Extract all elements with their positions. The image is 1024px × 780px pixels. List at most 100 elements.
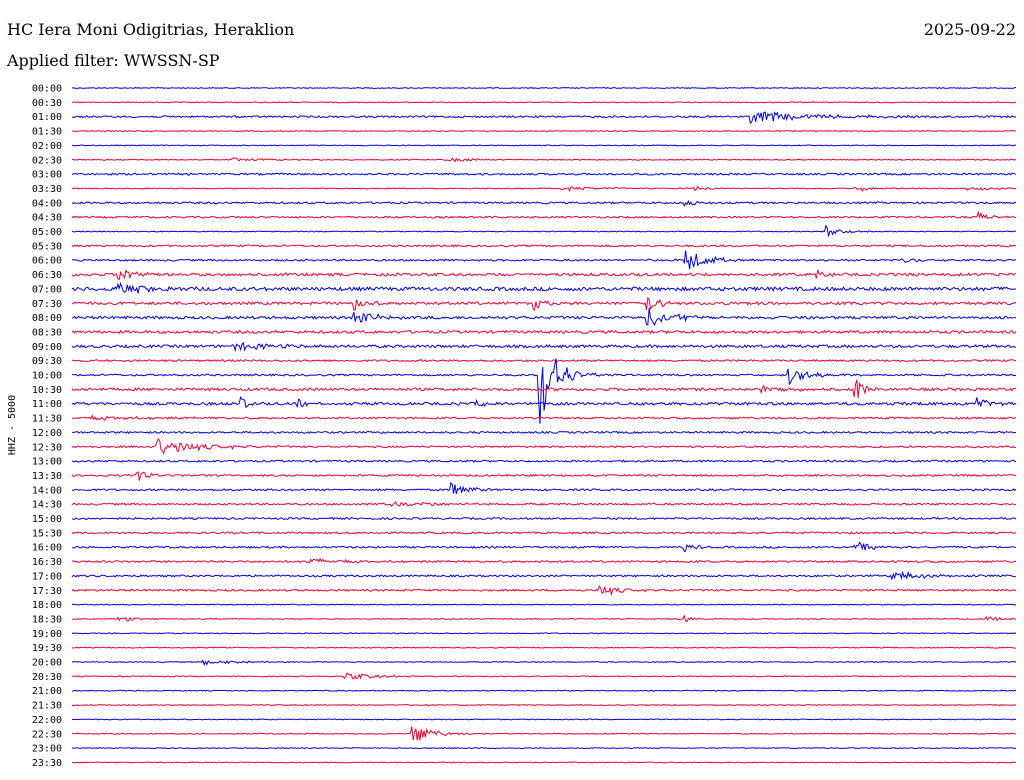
y-axis-label: HHZ - 5000 <box>7 395 18 455</box>
row-time-label: 18:30 <box>32 614 62 625</box>
trace-line <box>71 557 1017 564</box>
trace-line <box>71 437 1017 455</box>
record-date: 2025-09-22 <box>923 20 1016 39</box>
trace-line <box>72 614 1017 623</box>
trace-line <box>71 659 1017 666</box>
row-time-label: 20:00 <box>32 658 62 669</box>
row-time-label: 09:00 <box>32 342 62 353</box>
trace-line <box>71 281 1017 294</box>
trace-line <box>71 414 1017 421</box>
trace-line <box>71 471 1017 481</box>
row-time-label: 06:00 <box>32 256 62 267</box>
trace-line <box>71 130 1017 133</box>
trace-line <box>71 358 1017 424</box>
row-time-label: 13:30 <box>32 471 62 482</box>
station-title: HC Iera Moni Odigitrias, Heraklion <box>7 20 295 39</box>
filter-label: Applied filter: WWSSN-SP <box>7 51 220 70</box>
row-time-label: 10:00 <box>32 371 62 382</box>
trace-line <box>71 250 1017 270</box>
trace-line <box>71 379 1017 399</box>
row-time-label: 13:00 <box>32 457 62 468</box>
row-time-label: 16:30 <box>32 557 62 568</box>
row-time-label: 11:30 <box>32 414 62 425</box>
row-time-label: 09:30 <box>32 356 62 367</box>
trace-line <box>71 718 1017 721</box>
trace-line <box>71 199 1017 208</box>
row-time-label: 20:30 <box>32 672 62 683</box>
row-time-label: 03:00 <box>32 170 62 181</box>
row-time-label: 00:00 <box>32 84 62 95</box>
row-time-label: 19:00 <box>32 629 62 640</box>
trace-line <box>71 87 1016 89</box>
trace-line <box>71 329 1017 335</box>
trace-line <box>71 341 1017 353</box>
row-time-label: 23:30 <box>32 758 62 769</box>
row-time-label: 02:30 <box>32 155 62 166</box>
trace-line <box>71 395 1017 409</box>
row-time-label: 02:00 <box>32 141 62 152</box>
trace-line <box>71 172 1017 176</box>
row-time-label: 10:30 <box>32 385 62 396</box>
row-time-label: 12:00 <box>32 428 62 439</box>
trace-line <box>71 296 1017 312</box>
row-time-label: 00:30 <box>32 98 62 109</box>
trace-line <box>71 585 1017 597</box>
row-time-label: 11:00 <box>32 399 62 410</box>
trace-line <box>71 111 1017 125</box>
trace-line <box>72 646 1016 649</box>
trace-line <box>71 157 1017 163</box>
row-time-label: 05:30 <box>32 241 62 252</box>
row-time-label: 14:30 <box>32 500 62 511</box>
row-time-label: 15:30 <box>32 528 62 539</box>
row-time-label: 18:00 <box>32 600 62 611</box>
trace-line <box>72 430 1017 435</box>
trace-line <box>71 516 1017 521</box>
trace-line <box>71 726 1017 741</box>
row-time-label: 05:00 <box>32 227 62 238</box>
row-time-label: 12:30 <box>32 442 62 453</box>
trace-line <box>71 481 1017 495</box>
row-time-label: 17:30 <box>32 586 62 597</box>
row-time-label: 15:00 <box>32 514 62 525</box>
trace-line <box>71 501 1017 508</box>
row-time-label: 22:00 <box>32 715 62 726</box>
row-time-label: 19:30 <box>32 643 62 654</box>
trace-line <box>72 689 1017 692</box>
row-time-label: 16:00 <box>32 543 62 554</box>
trace-line <box>72 541 1017 553</box>
row-time-label: 23:00 <box>32 744 62 755</box>
row-time-label: 07:30 <box>32 299 62 310</box>
row-time-label: 14:00 <box>32 485 62 496</box>
trace-line <box>71 632 1017 635</box>
trace-line <box>72 101 1017 104</box>
row-time-label: 22:30 <box>32 729 62 740</box>
row-time-label: 03:30 <box>32 184 62 195</box>
trace-line <box>71 185 1017 193</box>
trace-line <box>71 761 1017 764</box>
trace-line <box>71 704 1017 707</box>
trace-line <box>71 244 1017 248</box>
row-time-label: 21:00 <box>32 686 62 697</box>
trace-line <box>71 210 1017 220</box>
trace-line <box>71 747 1017 750</box>
row-time-label: 06:30 <box>32 270 62 281</box>
row-time-label: 08:30 <box>32 327 62 338</box>
trace-line <box>71 603 1017 606</box>
row-time-label: 01:30 <box>32 127 62 138</box>
trace-line <box>71 570 1017 581</box>
trace-line <box>71 224 1017 237</box>
row-time-label: 04:00 <box>32 198 62 209</box>
trace-line <box>71 459 1017 463</box>
row-time-label: 17:00 <box>32 571 62 582</box>
row-time-label: 21:30 <box>32 701 62 712</box>
trace-line <box>71 144 1017 147</box>
row-time-label: 08:00 <box>32 313 62 324</box>
trace-rows: 00:00 00:30 01:00 01:30 02:00 02:30 03:00 03:30… <box>32 84 1017 769</box>
trace-line <box>71 307 1017 327</box>
trace-line <box>71 269 1017 281</box>
trace-line <box>71 531 1017 535</box>
row-time-label: 01:00 <box>32 112 62 123</box>
row-time-label: 04:30 <box>32 213 62 224</box>
trace-line <box>71 359 1016 363</box>
